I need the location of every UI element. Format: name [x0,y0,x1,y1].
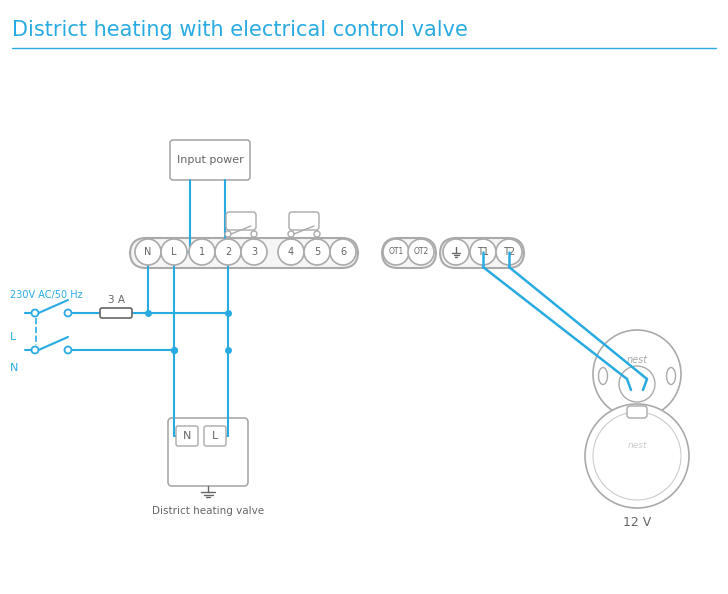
FancyBboxPatch shape [440,238,524,268]
Text: 2: 2 [225,247,231,257]
Circle shape [135,239,161,265]
FancyBboxPatch shape [382,238,436,268]
Text: 230V AC/50 Hz: 230V AC/50 Hz [10,290,82,300]
Circle shape [383,239,409,265]
Circle shape [593,330,681,418]
Text: L: L [171,247,177,257]
Text: N: N [183,431,191,441]
Text: 3 A: 3 A [108,295,124,305]
FancyBboxPatch shape [204,426,226,446]
Circle shape [241,239,267,265]
Circle shape [619,366,655,402]
Text: T1: T1 [477,247,489,257]
Text: 5: 5 [314,247,320,257]
Text: 12 V: 12 V [623,516,651,529]
Circle shape [225,231,231,237]
Circle shape [288,231,294,237]
Ellipse shape [598,368,607,384]
Circle shape [304,239,330,265]
Circle shape [585,404,689,508]
Text: 4: 4 [288,247,294,257]
Circle shape [593,412,681,500]
Circle shape [215,239,241,265]
Circle shape [251,231,257,237]
Text: OT1: OT1 [388,248,403,257]
Text: District heating with electrical control valve: District heating with electrical control… [12,20,468,40]
Circle shape [408,239,434,265]
Text: L: L [10,332,16,342]
FancyBboxPatch shape [168,418,248,486]
FancyBboxPatch shape [170,140,250,180]
Text: 6: 6 [340,247,346,257]
FancyBboxPatch shape [176,426,198,446]
Text: District heating valve: District heating valve [152,506,264,516]
Circle shape [65,309,71,317]
FancyBboxPatch shape [226,212,256,230]
Text: T2: T2 [503,247,515,257]
FancyBboxPatch shape [289,212,319,230]
Circle shape [330,239,356,265]
Circle shape [65,346,71,353]
Circle shape [31,346,39,353]
Circle shape [470,239,496,265]
Circle shape [278,239,304,265]
Circle shape [443,239,469,265]
Circle shape [189,239,215,265]
Text: OT2: OT2 [414,248,429,257]
Text: Input power: Input power [177,155,243,165]
FancyBboxPatch shape [100,308,132,318]
Text: 1: 1 [199,247,205,257]
Ellipse shape [667,368,676,384]
Text: N: N [144,247,151,257]
FancyBboxPatch shape [130,238,358,268]
Circle shape [161,239,187,265]
Text: nest: nest [628,441,646,450]
Text: 3: 3 [251,247,257,257]
Text: L: L [212,431,218,441]
FancyBboxPatch shape [627,406,647,418]
Circle shape [314,231,320,237]
Circle shape [496,239,522,265]
Text: N: N [10,363,18,373]
Circle shape [31,309,39,317]
Text: nest: nest [626,355,648,365]
